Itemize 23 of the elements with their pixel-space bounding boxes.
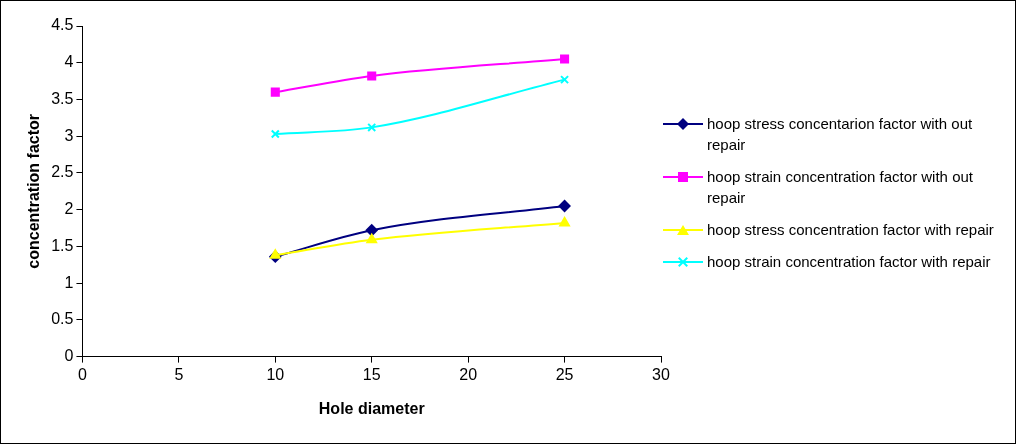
x-tick-label: 10 [266,365,285,383]
y-tick-label: 0 [64,347,74,365]
legend-label: hoop strain concentration factor with out repair [707,167,974,208]
legend-label: hoop stress concentarion factor with out repair [707,114,974,155]
x-tick-label: 25 [555,365,574,383]
y-tick-label: 4.5 [51,16,74,34]
x-tick-label: 15 [362,365,381,383]
legend-label: hoop strain concentration factor with repair [707,252,991,272]
y-tick-label: 2 [64,200,74,218]
legend-label: hoop stress concentration factor with repair [707,220,994,240]
y-tick-label: 1 [64,273,74,291]
y-tick-label: 1.5 [51,236,74,254]
x-tick-label: 30 [652,365,670,383]
x-tick-label: 0 [77,365,87,383]
y-tick-label: 4 [64,53,74,71]
y-tick-label: 3 [64,126,74,144]
y-tick-label: 0.5 [51,310,74,328]
x-tick-label: 5 [174,365,184,383]
x-tick-label: 20 [459,365,478,383]
y-tick-label: 3.5 [51,89,74,107]
y-tick-label: 2.5 [51,163,74,181]
x-axis-title: Hole diameter [318,399,425,417]
y-axis-title: concentration factor [25,113,43,269]
